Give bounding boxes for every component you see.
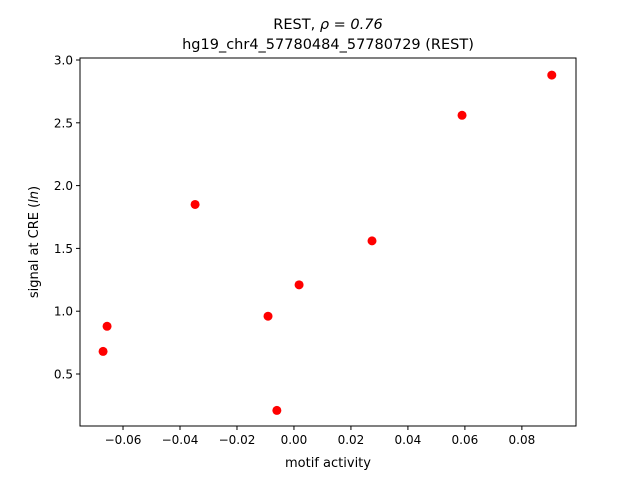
- y-axis-label: signal at CRE (ln): [27, 186, 42, 298]
- x-axis-label: motif activity: [285, 456, 371, 471]
- data-point: [547, 70, 557, 80]
- x-tick-label: 0.02: [338, 433, 365, 447]
- y-tick-label: 1.5: [54, 242, 73, 256]
- x-tick-label: 0.00: [281, 433, 308, 447]
- y-tick-label: 3.0: [54, 54, 73, 68]
- x-tick-label: −0.02: [219, 433, 256, 447]
- chart-title-line2: hg19_chr4_57780484_57780729 (REST): [182, 37, 474, 53]
- y-tick-label: 2.5: [54, 116, 73, 130]
- y-tick-label: 0.5: [54, 368, 73, 382]
- x-tick-label: 0.06: [452, 433, 479, 447]
- y-tick-label: 2.0: [54, 179, 73, 193]
- x-tick-label: 0.04: [395, 433, 422, 447]
- x-tick-label: −0.04: [162, 433, 199, 447]
- y-tick-label: 1.0: [54, 305, 73, 319]
- data-point: [457, 110, 467, 120]
- chart-title-line1: REST, ρ = 0.76: [273, 17, 382, 33]
- x-tick-label: −0.06: [105, 433, 142, 447]
- plot-frame: [79, 57, 577, 427]
- data-point: [367, 236, 377, 246]
- data-point: [272, 405, 282, 415]
- data-point: [98, 346, 108, 356]
- data-point: [190, 199, 200, 209]
- data-point: [263, 311, 273, 321]
- data-point: [294, 280, 304, 290]
- data-point: [102, 321, 112, 331]
- x-tick-label: 0.08: [509, 433, 536, 447]
